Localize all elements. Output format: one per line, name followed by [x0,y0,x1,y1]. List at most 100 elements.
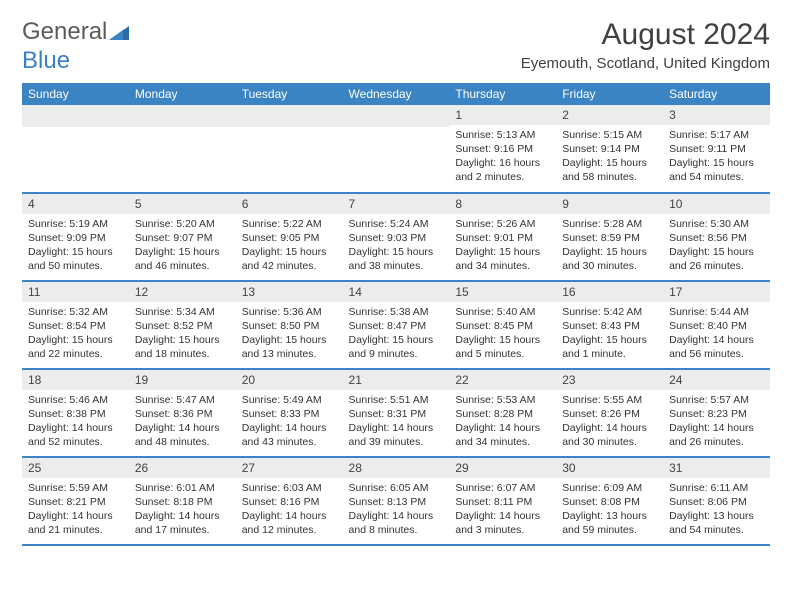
day-cell: 31Sunrise: 6:11 AMSunset: 8:06 PMDayligh… [663,457,770,545]
day-details: Sunrise: 6:03 AMSunset: 8:16 PMDaylight:… [236,478,343,540]
month-title: August 2024 [521,18,770,51]
day-number: 23 [556,370,663,390]
day-number: 16 [556,282,663,302]
sunrise-line: Sunrise: 5:36 AM [242,305,337,319]
sunrise-line: Sunrise: 5:34 AM [135,305,230,319]
daylight-line: Daylight: 15 hours and 22 minutes. [28,333,123,361]
empty-day [236,105,343,127]
day-cell: 11Sunrise: 5:32 AMSunset: 8:54 PMDayligh… [22,281,129,369]
day-details: Sunrise: 5:36 AMSunset: 8:50 PMDaylight:… [236,302,343,364]
sunrise-line: Sunrise: 5:59 AM [28,481,123,495]
daylight-line: Daylight: 14 hours and 48 minutes. [135,421,230,449]
day-cell: 1Sunrise: 5:13 AMSunset: 9:16 PMDaylight… [449,105,556,193]
day-number: 25 [22,458,129,478]
sunset-line: Sunset: 8:59 PM [562,231,657,245]
day-number: 3 [663,105,770,125]
sunrise-line: Sunrise: 6:03 AM [242,481,337,495]
day-cell: 30Sunrise: 6:09 AMSunset: 8:08 PMDayligh… [556,457,663,545]
sunset-line: Sunset: 8:26 PM [562,407,657,421]
sunrise-line: Sunrise: 5:47 AM [135,393,230,407]
day-cell [343,105,450,193]
week-row: 1Sunrise: 5:13 AMSunset: 9:16 PMDaylight… [22,105,770,193]
day-number: 7 [343,194,450,214]
sunrise-line: Sunrise: 5:57 AM [669,393,764,407]
day-details: Sunrise: 5:24 AMSunset: 9:03 PMDaylight:… [343,214,450,276]
logo-text: GeneralBlue [22,18,129,75]
day-details: Sunrise: 5:22 AMSunset: 9:05 PMDaylight:… [236,214,343,276]
sunrise-line: Sunrise: 5:17 AM [669,128,764,142]
daylight-line: Daylight: 14 hours and 8 minutes. [349,509,444,537]
day-header: Tuesday [236,83,343,105]
day-number: 4 [22,194,129,214]
day-details: Sunrise: 5:47 AMSunset: 8:36 PMDaylight:… [129,390,236,452]
day-number: 27 [236,458,343,478]
daylight-line: Daylight: 15 hours and 34 minutes. [455,245,550,273]
sunrise-line: Sunrise: 6:01 AM [135,481,230,495]
sunset-line: Sunset: 9:05 PM [242,231,337,245]
sunset-line: Sunset: 8:56 PM [669,231,764,245]
day-number: 15 [449,282,556,302]
day-cell: 8Sunrise: 5:26 AMSunset: 9:01 PMDaylight… [449,193,556,281]
sunrise-line: Sunrise: 6:09 AM [562,481,657,495]
daylight-line: Daylight: 15 hours and 54 minutes. [669,156,764,184]
daylight-line: Daylight: 15 hours and 13 minutes. [242,333,337,361]
sunrise-line: Sunrise: 5:42 AM [562,305,657,319]
day-cell: 20Sunrise: 5:49 AMSunset: 8:33 PMDayligh… [236,369,343,457]
sunrise-line: Sunrise: 5:46 AM [28,393,123,407]
daylight-line: Daylight: 14 hours and 34 minutes. [455,421,550,449]
sunset-line: Sunset: 8:08 PM [562,495,657,509]
week-row: 18Sunrise: 5:46 AMSunset: 8:38 PMDayligh… [22,369,770,457]
sunrise-line: Sunrise: 5:55 AM [562,393,657,407]
day-details: Sunrise: 5:20 AMSunset: 9:07 PMDaylight:… [129,214,236,276]
sunset-line: Sunset: 8:38 PM [28,407,123,421]
daylight-line: Daylight: 15 hours and 26 minutes. [669,245,764,273]
daylight-line: Daylight: 14 hours and 3 minutes. [455,509,550,537]
day-cell [22,105,129,193]
daylight-line: Daylight: 16 hours and 2 minutes. [455,156,550,184]
empty-day [129,105,236,127]
day-details: Sunrise: 5:30 AMSunset: 8:56 PMDaylight:… [663,214,770,276]
daylight-line: Daylight: 15 hours and 46 minutes. [135,245,230,273]
sunset-line: Sunset: 8:33 PM [242,407,337,421]
day-details: Sunrise: 5:57 AMSunset: 8:23 PMDaylight:… [663,390,770,452]
day-number: 6 [236,194,343,214]
sunset-line: Sunset: 8:11 PM [455,495,550,509]
day-cell: 22Sunrise: 5:53 AMSunset: 8:28 PMDayligh… [449,369,556,457]
sunset-line: Sunset: 8:13 PM [349,495,444,509]
daylight-line: Daylight: 14 hours and 30 minutes. [562,421,657,449]
sunrise-line: Sunrise: 6:07 AM [455,481,550,495]
sunset-line: Sunset: 9:07 PM [135,231,230,245]
day-cell: 4Sunrise: 5:19 AMSunset: 9:09 PMDaylight… [22,193,129,281]
calendar-table: SundayMondayTuesdayWednesdayThursdayFrid… [22,83,770,546]
day-header: Friday [556,83,663,105]
sunrise-line: Sunrise: 5:51 AM [349,393,444,407]
sunrise-line: Sunrise: 5:32 AM [28,305,123,319]
day-cell: 24Sunrise: 5:57 AMSunset: 8:23 PMDayligh… [663,369,770,457]
daylight-line: Daylight: 15 hours and 1 minute. [562,333,657,361]
day-number: 30 [556,458,663,478]
sunset-line: Sunset: 8:23 PM [669,407,764,421]
day-cell: 10Sunrise: 5:30 AMSunset: 8:56 PMDayligh… [663,193,770,281]
daylight-line: Daylight: 14 hours and 52 minutes. [28,421,123,449]
day-cell: 5Sunrise: 5:20 AMSunset: 9:07 PMDaylight… [129,193,236,281]
day-details: Sunrise: 5:51 AMSunset: 8:31 PMDaylight:… [343,390,450,452]
day-number: 14 [343,282,450,302]
sunrise-line: Sunrise: 5:26 AM [455,217,550,231]
day-details: Sunrise: 5:15 AMSunset: 9:14 PMDaylight:… [556,125,663,187]
day-header: Saturday [663,83,770,105]
sunrise-line: Sunrise: 5:13 AM [455,128,550,142]
daylight-line: Daylight: 15 hours and 38 minutes. [349,245,444,273]
day-cell: 17Sunrise: 5:44 AMSunset: 8:40 PMDayligh… [663,281,770,369]
sunrise-line: Sunrise: 5:19 AM [28,217,123,231]
day-number: 20 [236,370,343,390]
sunset-line: Sunset: 8:47 PM [349,319,444,333]
empty-day [343,105,450,127]
sunrise-line: Sunrise: 5:20 AM [135,217,230,231]
day-number: 22 [449,370,556,390]
day-details: Sunrise: 5:53 AMSunset: 8:28 PMDaylight:… [449,390,556,452]
daylight-line: Daylight: 15 hours and 9 minutes. [349,333,444,361]
daylight-line: Daylight: 15 hours and 5 minutes. [455,333,550,361]
page-header: GeneralBlue August 2024 Eyemouth, Scotla… [22,18,770,75]
sunset-line: Sunset: 8:40 PM [669,319,764,333]
sunrise-line: Sunrise: 5:49 AM [242,393,337,407]
